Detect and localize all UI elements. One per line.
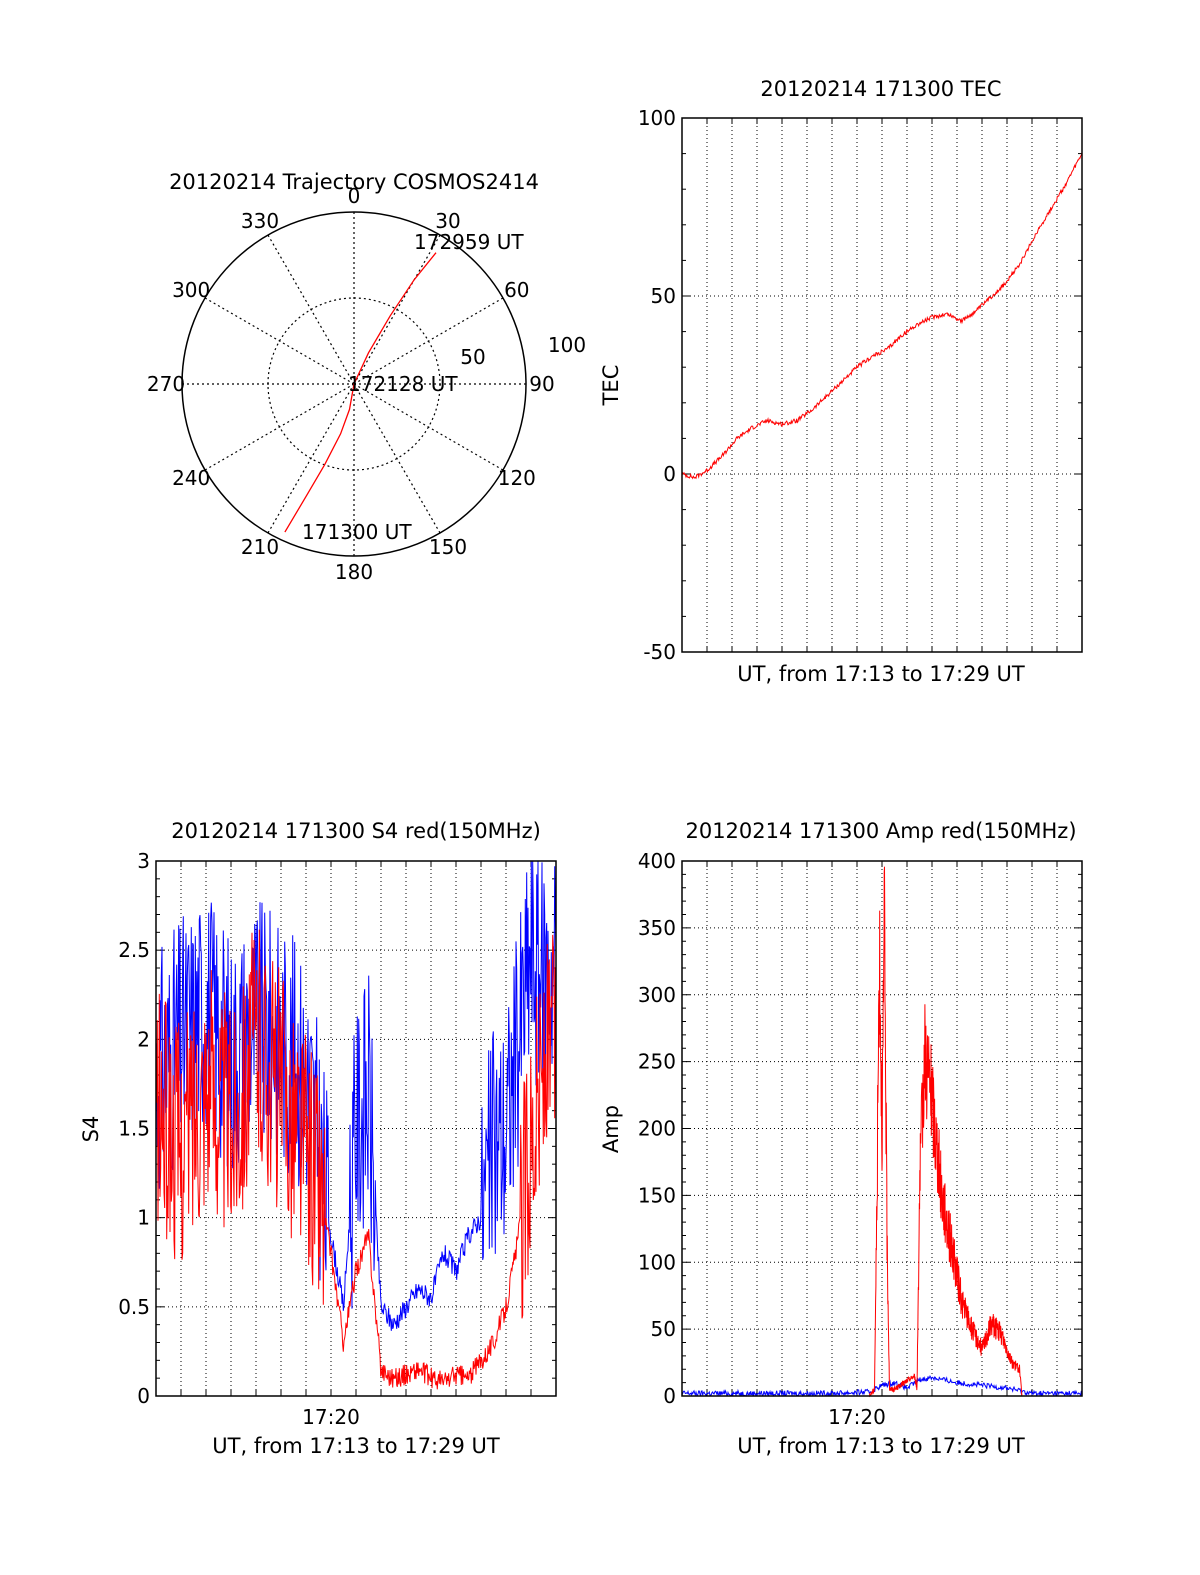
ytick-label-250: 250 [638, 1050, 676, 1074]
ytick-label-1.5: 1.5 [118, 1117, 150, 1141]
radial-label-100: 100 [548, 333, 586, 357]
ytick-label-50: 50 [651, 284, 676, 308]
polar-trajectory [284, 252, 437, 533]
angle-label-330: 330 [241, 209, 279, 233]
polar-panel: 20120214 Trajectory COSMOS2414 0 30 60 90 12… [147, 170, 586, 584]
amp-ylabel: Amp [599, 1105, 623, 1153]
ytick-label-400: 400 [638, 849, 676, 873]
polar-title: 20120214 Trajectory COSMOS2414 [169, 170, 539, 194]
amp-title: 20120214 171300 Amp red(150MHz) [685, 819, 1076, 843]
angle-label-240: 240 [172, 466, 210, 490]
annotation-mid-time: 172128 UT [348, 372, 458, 396]
angle-label-120: 120 [498, 466, 536, 490]
series-line-0 [681, 152, 1083, 480]
spoke-150 [353, 383, 441, 534]
ytick-label-3: 3 [137, 849, 150, 873]
ytick-label-50: 50 [651, 1317, 676, 1341]
tec-panel: 20120214 171300 TEC UT, from 17:13 to 17… [599, 77, 1083, 686]
spoke-30 [353, 234, 441, 385]
series-line-1 [869, 866, 1023, 1398]
spoke-330 [267, 234, 355, 385]
plot-frame [681, 860, 1083, 1397]
ytick-label-2: 2 [137, 1027, 150, 1051]
radial-label-50: 50 [460, 345, 485, 369]
ytick-label--50: -50 [643, 640, 676, 664]
angle-label-60: 60 [504, 278, 529, 302]
xtick-label-0: 17:20 [302, 1405, 360, 1429]
spoke-120 [353, 383, 504, 471]
angle-label-300: 300 [172, 278, 210, 302]
angle-label-90: 90 [529, 372, 554, 396]
s4-title: 20120214 171300 S4 red(150MHz) [171, 819, 541, 843]
polar-grid [181, 211, 527, 557]
trajectory-line-0 [284, 252, 437, 533]
s4-xlabel: UT, from 17:13 to 17:29 UT [212, 1434, 500, 1458]
ytick-label-0: 0 [137, 1384, 150, 1408]
angle-label-270: 270 [147, 372, 185, 396]
annotation-start-time: 171300 UT [302, 520, 412, 544]
s4-ylabel: S4 [79, 1116, 103, 1143]
ytick-label-300: 300 [638, 983, 676, 1007]
series-line-0 [155, 860, 557, 1331]
ytick-label-2.5: 2.5 [118, 938, 150, 962]
spoke-210 [267, 383, 355, 534]
angle-label-150: 150 [429, 535, 467, 559]
amp-xlabel: UT, from 17:13 to 17:29 UT [737, 1434, 1025, 1458]
polar-angle-labels: 0 30 60 90 120 150 180 210 240 270 300 330 [147, 184, 555, 584]
s4-panel: 20120214 171300 S4 red(150MHz) UT, from … [79, 819, 557, 1458]
plot-frame [155, 860, 557, 1397]
ytick-label-100: 100 [638, 106, 676, 130]
angle-label-0: 0 [348, 184, 361, 208]
ytick-label-0: 0 [663, 1384, 676, 1408]
spoke-240 [204, 383, 355, 471]
ytick-label-150: 150 [638, 1183, 676, 1207]
spoke-60 [353, 297, 504, 385]
spoke-300 [204, 297, 355, 385]
ytick-label-0: 0 [663, 462, 676, 486]
tec-title: 20120214 171300 TEC [760, 77, 1001, 101]
series-line-0 [681, 1374, 1083, 1398]
angle-label-180: 180 [335, 560, 373, 584]
ytick-label-1: 1 [137, 1206, 150, 1230]
series-line-1 [155, 929, 557, 1390]
ytick-label-200: 200 [638, 1117, 676, 1141]
tec-xlabel: UT, from 17:13 to 17:29 UT [737, 662, 1025, 686]
angle-label-30: 30 [435, 209, 460, 233]
ytick-label-100: 100 [638, 1250, 676, 1274]
tec-ylabel: TEC [599, 365, 623, 407]
xtick-label-0: 17:20 [828, 1405, 886, 1429]
ytick-label-350: 350 [638, 916, 676, 940]
plot-frame [681, 117, 1083, 653]
amp-panel: 20120214 171300 Amp red(150MHz) UT, from… [599, 819, 1083, 1458]
ytick-label-0.5: 0.5 [118, 1295, 150, 1319]
annotation-end-time: 172959 UT [414, 230, 524, 254]
angle-label-210: 210 [241, 535, 279, 559]
